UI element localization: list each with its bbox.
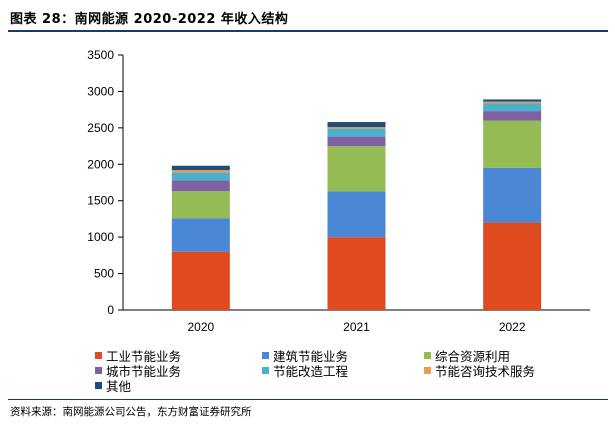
y-tick-label: 0 [107,303,114,317]
x-tick-label: 2020 [187,320,214,334]
bar-segment-2022-series-2 [483,120,542,168]
y-tick-label: 1500 [87,194,114,208]
bar-segment-2021-series-2 [327,146,386,192]
y-tick-label: 500 [94,267,114,281]
bar-segment-2021-series-6 [327,122,386,128]
y-tick-label: 2000 [87,157,114,171]
bar-segment-2020-series-3 [171,180,230,192]
bar-segment-2020-series-0 [171,251,230,310]
bar-segment-2021-series-5 [327,127,386,129]
bar-segment-2020-series-5 [171,170,230,173]
source-note: 资料来源：南网能源公司公告，东方财富证券研究所 [10,406,252,418]
bar-segment-2022-series-5 [483,101,542,104]
title-divider [8,30,608,32]
bar-segment-2021-series-0 [327,237,386,310]
bar-segment-2020-series-6 [171,165,230,171]
bar-segment-2021-series-3 [327,136,386,147]
bar-segment-2022-series-4 [483,103,542,112]
y-tick-label: 2500 [87,121,114,135]
bar-segment-2020-series-2 [171,191,230,219]
y-tick-label: 3500 [87,48,114,62]
bar-segment-2022-series-6 [483,99,542,102]
figure-title: 图表 28：南网能源 2020-2022 年收入结构 [10,12,289,27]
y-tick-label: 3000 [87,84,114,98]
y-tick-label: 1000 [87,230,114,244]
bar-segment-2020-series-4 [171,172,230,181]
bar-segment-2022-series-3 [483,111,542,121]
bar-segment-2022-series-0 [483,222,542,310]
bar-segment-2020-series-1 [171,218,230,252]
x-tick-label: 2021 [343,320,370,334]
source-divider [8,399,608,400]
bar-segment-2022-series-1 [483,167,542,223]
bar-segment-2021-series-4 [327,128,386,137]
x-tick-label: 2022 [499,320,526,334]
bar-segment-2021-series-1 [327,191,386,238]
